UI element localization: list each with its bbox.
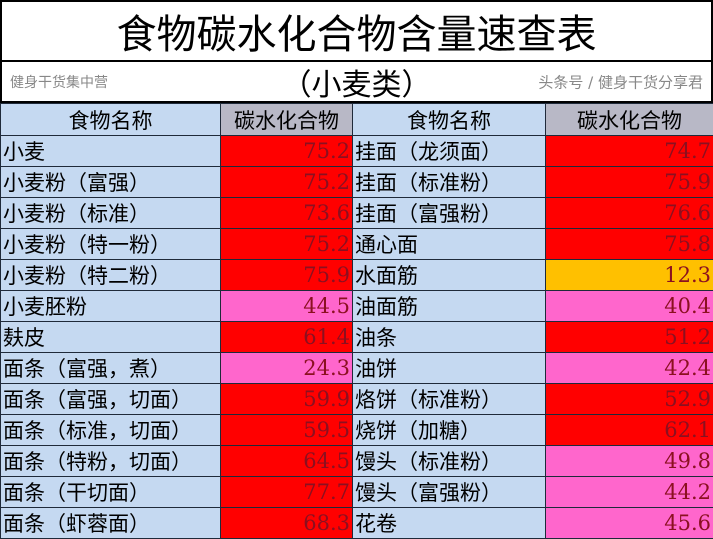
carb-value: 74.7 xyxy=(546,136,713,167)
food-name: 油条 xyxy=(353,322,546,353)
food-name: 烙饼（标准粉） xyxy=(353,384,546,415)
header-row: 食物名称 碳水化合物 食物名称 碳水化合物 xyxy=(1,104,713,136)
header-carbs: 碳水化合物 xyxy=(546,104,713,136)
carb-value: 12.3 xyxy=(546,260,713,291)
food-name: 小麦胚粉 xyxy=(1,291,221,322)
page-subtitle-row: （小麦类） 健身干货集中营 头条号 / 健身干货分享君 xyxy=(0,62,713,103)
food-name: 小麦粉（特一粉） xyxy=(1,229,221,260)
food-name: 面条（特粉，切面） xyxy=(1,446,221,477)
page-subtitle: （小麦类） xyxy=(282,60,432,104)
carb-value: 59.9 xyxy=(221,384,353,415)
carb-value: 40.4 xyxy=(546,291,713,322)
carb-value: 44.5 xyxy=(221,291,353,322)
carb-value: 51.2 xyxy=(546,322,713,353)
carb-value: 59.5 xyxy=(221,415,353,446)
food-name: 面条（虾蓉面） xyxy=(1,508,221,539)
carb-value: 75.8 xyxy=(546,229,713,260)
carb-value: 73.6 xyxy=(221,198,353,229)
carb-value: 24.3 xyxy=(221,353,353,384)
food-name: 水面筋 xyxy=(353,260,546,291)
carb-value: 75.2 xyxy=(221,229,353,260)
food-name: 麸皮 xyxy=(1,322,221,353)
food-name: 烧饼（加糖） xyxy=(353,415,546,446)
carb-value: 75.2 xyxy=(221,167,353,198)
watermark-wechat: 健身干货集中营 xyxy=(10,72,108,92)
carb-value: 62.1 xyxy=(546,415,713,446)
food-name: 花卷 xyxy=(353,508,546,539)
carb-value: 76.6 xyxy=(546,198,713,229)
carb-value: 64.5 xyxy=(221,446,353,477)
carb-value: 42.4 xyxy=(546,353,713,384)
carb-value: 45.6 xyxy=(546,508,713,539)
carb-value: 49.8 xyxy=(546,446,713,477)
carb-value: 68.3 xyxy=(221,508,353,539)
food-name: 油面筋 xyxy=(353,291,546,322)
food-name: 面条（标准，切面） xyxy=(1,415,221,446)
header-food-name: 食物名称 xyxy=(1,104,221,136)
food-name: 挂面（龙须面） xyxy=(353,136,546,167)
carb-value: 61.4 xyxy=(221,322,353,353)
header-carbs: 碳水化合物 xyxy=(221,104,353,136)
food-name: 面条（干切面） xyxy=(1,477,221,508)
header-food-name: 食物名称 xyxy=(353,104,546,136)
food-name: 通心面 xyxy=(353,229,546,260)
carb-value: 75.9 xyxy=(221,260,353,291)
food-name: 挂面（标准粉） xyxy=(353,167,546,198)
food-name: 挂面（富强粉） xyxy=(353,198,546,229)
food-name: 馒头（标准粉） xyxy=(353,446,546,477)
food-name: 油饼 xyxy=(353,353,546,384)
carb-value: 75.9 xyxy=(546,167,713,198)
food-name: 小麦粉（标准） xyxy=(1,198,221,229)
food-name: 小麦粉（富强） xyxy=(1,167,221,198)
food-name: 小麦粉（特二粉） xyxy=(1,260,221,291)
page-title: 食物碳水化合物含量速查表 xyxy=(0,0,713,62)
food-name: 小麦 xyxy=(1,136,221,167)
carb-value: 75.2 xyxy=(221,136,353,167)
food-name: 馒头（富强粉） xyxy=(353,477,546,508)
carb-value: 77.7 xyxy=(221,477,353,508)
carb-value: 52.9 xyxy=(546,384,713,415)
food-name: 面条（富强，煮） xyxy=(1,353,221,384)
watermark-toutiao: 头条号 / 健身干货分享君 xyxy=(538,71,703,92)
food-name: 面条（富强，切面） xyxy=(1,384,221,415)
carb-value: 44.2 xyxy=(546,477,713,508)
